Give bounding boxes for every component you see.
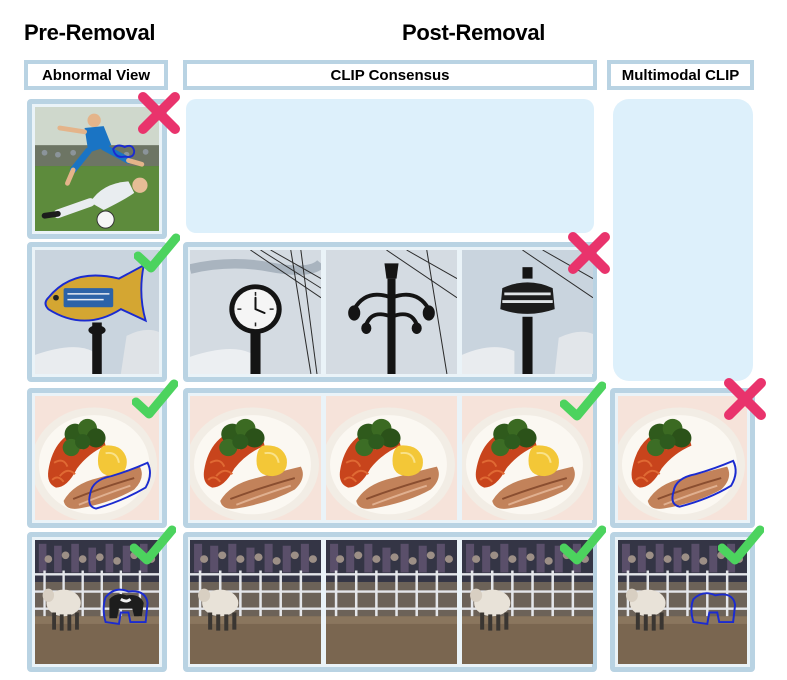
row3-clip-consensus-panel [183, 388, 597, 528]
plate-image-2 [326, 396, 457, 520]
row3-multimodal-cross-icon [722, 376, 768, 422]
row2-abnormal-check-icon [134, 230, 180, 276]
ornate-lamp-post-image [326, 250, 457, 374]
pen-empty-image [326, 540, 457, 664]
row2-clip-consensus-panel [183, 242, 597, 382]
multimodal-clip-header: Multimodal CLIP [607, 60, 754, 90]
sheep-and-dog-image [35, 540, 159, 664]
pen-sheep-image-1 [190, 540, 321, 664]
multimodal-clip-empty [613, 99, 753, 381]
row1-clip-consensus-empty [186, 99, 594, 233]
multimodal-plate-image [618, 396, 747, 520]
clip-consensus-header: CLIP Consensus [183, 60, 597, 90]
row3-clip-consensus-check-icon [560, 378, 606, 424]
row1-abnormal-cross-icon [136, 90, 182, 136]
soccer-image [35, 107, 159, 231]
clock-post-image [190, 250, 321, 374]
row4-abnormal-check-icon [130, 522, 176, 568]
pre-removal-title: Pre-Removal [24, 20, 156, 45]
abnormal-view-header: Abnormal View [24, 60, 168, 90]
row4-multimodal-check-icon [718, 522, 764, 568]
multimodal-sheep-image [618, 540, 747, 664]
row3-abnormal-check-icon [132, 376, 178, 422]
plate-with-mask-image [35, 396, 159, 520]
row4-clip-consensus-check-icon [560, 522, 606, 568]
plate-image-1 [190, 396, 321, 520]
post-removal-title: Post-Removal [402, 20, 546, 45]
fish-sign-image [35, 250, 159, 374]
row4-clip-consensus-panel [183, 532, 597, 672]
row2-clip-consensus-cross-icon [566, 230, 612, 276]
row2-abnormal-view-panel [27, 242, 167, 382]
